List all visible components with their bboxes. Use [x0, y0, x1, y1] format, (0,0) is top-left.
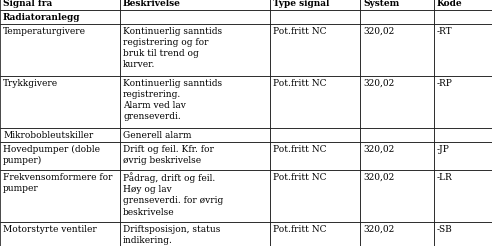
Bar	[0, 24, 120, 76]
Bar	[434, 142, 492, 170]
Bar	[360, 128, 434, 142]
Text: 320,02: 320,02	[363, 172, 394, 182]
Bar	[270, 10, 360, 24]
Text: Beskrivelse: Beskrivelse	[123, 0, 181, 7]
Text: Kode: Kode	[437, 0, 462, 7]
Bar	[434, 10, 492, 24]
Bar	[120, 0, 270, 10]
Bar	[270, 0, 360, 10]
Text: Pot.fritt NC: Pot.fritt NC	[273, 172, 327, 182]
Bar	[120, 128, 270, 142]
Bar	[120, 76, 270, 128]
Bar	[434, 76, 492, 128]
Bar	[120, 142, 270, 170]
Text: Mikrobobleutskiller: Mikrobobleutskiller	[3, 130, 93, 139]
Bar	[434, 24, 492, 76]
Bar	[360, 10, 434, 24]
Text: 320,02: 320,02	[363, 225, 394, 233]
Text: Signal fra: Signal fra	[3, 0, 52, 7]
Bar	[270, 128, 360, 142]
Text: 320,02: 320,02	[363, 78, 394, 88]
Text: Kontinuerlig sanntids
registrering.
Alarm ved lav
grenseverdi.: Kontinuerlig sanntids registrering. Alar…	[123, 78, 222, 121]
Bar	[360, 222, 434, 246]
Bar	[360, 0, 434, 10]
Bar	[360, 142, 434, 170]
Bar	[270, 24, 360, 76]
Bar	[270, 142, 360, 170]
Text: -LR: -LR	[437, 172, 453, 182]
Text: Drift og feil. Kfr. for
øvrig beskrivelse: Drift og feil. Kfr. for øvrig beskrivels…	[123, 144, 214, 165]
Bar	[0, 0, 120, 10]
Text: Trykkgivere: Trykkgivere	[3, 78, 58, 88]
Bar	[120, 222, 270, 246]
Bar	[120, 24, 270, 76]
Bar	[434, 170, 492, 222]
Text: Motorstyrte ventiler: Motorstyrte ventiler	[3, 225, 97, 233]
Bar	[0, 10, 120, 24]
Bar	[360, 76, 434, 128]
Text: Pot.fritt NC: Pot.fritt NC	[273, 144, 327, 154]
Text: Kontinuerlig sanntids
registrering og for
bruk til trend og
kurver.: Kontinuerlig sanntids registrering og fo…	[123, 27, 222, 69]
Text: Generell alarm: Generell alarm	[123, 130, 191, 139]
Text: Driftsposisjon, status
indikering.: Driftsposisjon, status indikering.	[123, 225, 220, 245]
Bar	[0, 170, 120, 222]
Bar	[270, 76, 360, 128]
Bar	[270, 222, 360, 246]
Bar	[434, 128, 492, 142]
Bar	[0, 222, 120, 246]
Bar	[0, 142, 120, 170]
Bar	[120, 170, 270, 222]
Bar	[0, 76, 120, 128]
Bar	[434, 0, 492, 10]
Text: System: System	[363, 0, 399, 7]
Text: Hovedpumper (doble
pumper): Hovedpumper (doble pumper)	[3, 144, 100, 165]
Bar	[270, 170, 360, 222]
Text: Temperaturgivere: Temperaturgivere	[3, 27, 86, 35]
Text: Radiatoranlegg: Radiatoranlegg	[3, 13, 81, 21]
Text: -RP: -RP	[437, 78, 453, 88]
Text: Pådrag, drift og feil.
Høy og lav
grenseverdi. for øvrig
beskrivelse: Pådrag, drift og feil. Høy og lav grense…	[123, 172, 223, 216]
Text: 320,02: 320,02	[363, 27, 394, 35]
Text: -SB: -SB	[437, 225, 453, 233]
Bar	[360, 170, 434, 222]
Text: -JP: -JP	[437, 144, 450, 154]
Bar	[360, 24, 434, 76]
Text: -RT: -RT	[437, 27, 453, 35]
Bar	[434, 222, 492, 246]
Text: 320,02: 320,02	[363, 144, 394, 154]
Text: Frekvensomformere for
pumper: Frekvensomformere for pumper	[3, 172, 113, 193]
Text: Pot.fritt NC: Pot.fritt NC	[273, 27, 327, 35]
Bar	[120, 10, 270, 24]
Text: Pot.fritt NC: Pot.fritt NC	[273, 225, 327, 233]
Text: Type signal: Type signal	[273, 0, 329, 7]
Bar	[0, 128, 120, 142]
Text: Pot.fritt NC: Pot.fritt NC	[273, 78, 327, 88]
